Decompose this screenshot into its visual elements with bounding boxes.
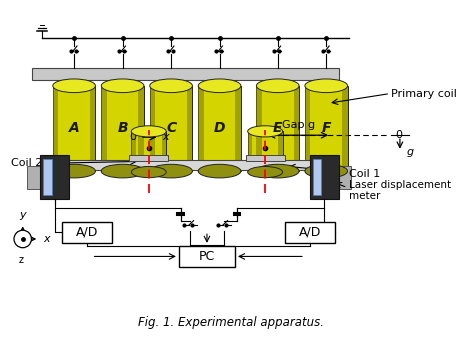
Bar bbox=[131, 131, 166, 172]
Bar bbox=[53, 86, 95, 171]
Ellipse shape bbox=[305, 79, 347, 92]
Bar bbox=[53, 86, 58, 171]
Bar bbox=[305, 86, 310, 171]
Ellipse shape bbox=[101, 79, 144, 92]
Text: E: E bbox=[273, 121, 283, 135]
Text: A: A bbox=[69, 121, 80, 135]
Ellipse shape bbox=[256, 79, 299, 92]
Bar bbox=[293, 86, 299, 171]
Bar bbox=[305, 86, 347, 171]
Ellipse shape bbox=[53, 79, 95, 92]
Ellipse shape bbox=[198, 79, 241, 92]
Text: B: B bbox=[117, 121, 128, 135]
Bar bbox=[248, 131, 252, 172]
Bar bbox=[129, 155, 168, 161]
Circle shape bbox=[14, 230, 31, 248]
Bar bbox=[150, 86, 155, 171]
Text: Coil 1: Coil 1 bbox=[348, 169, 380, 179]
Bar bbox=[62, 222, 112, 243]
Bar bbox=[101, 86, 144, 171]
Bar bbox=[235, 86, 241, 171]
Ellipse shape bbox=[305, 164, 347, 178]
Bar bbox=[90, 86, 95, 171]
Bar bbox=[101, 86, 107, 171]
Text: A/D: A/D bbox=[75, 226, 98, 239]
Text: Gap g: Gap g bbox=[282, 120, 315, 131]
Text: Fig. 1. Experimental apparatus.: Fig. 1. Experimental apparatus. bbox=[138, 316, 324, 329]
Bar bbox=[162, 131, 166, 172]
Bar bbox=[55, 161, 324, 170]
Bar bbox=[198, 86, 204, 171]
Text: 0: 0 bbox=[395, 130, 402, 140]
Text: A/D: A/D bbox=[299, 226, 321, 239]
Bar bbox=[138, 86, 144, 171]
Bar bbox=[198, 86, 241, 171]
Text: F: F bbox=[321, 121, 331, 135]
Ellipse shape bbox=[150, 79, 192, 92]
Bar bbox=[150, 86, 192, 171]
Text: y: y bbox=[19, 210, 26, 220]
Bar bbox=[131, 131, 136, 172]
Bar bbox=[310, 155, 339, 199]
Bar bbox=[27, 166, 40, 188]
Text: z: z bbox=[18, 255, 23, 266]
Bar bbox=[338, 166, 351, 188]
Text: Coil 2: Coil 2 bbox=[11, 158, 43, 168]
Ellipse shape bbox=[131, 126, 166, 137]
Bar bbox=[179, 246, 235, 267]
Text: D: D bbox=[214, 121, 225, 135]
Text: Primary coil: Primary coil bbox=[391, 89, 457, 98]
Bar bbox=[313, 158, 321, 195]
Ellipse shape bbox=[248, 166, 283, 178]
Ellipse shape bbox=[198, 164, 241, 178]
Bar bbox=[278, 131, 283, 172]
Ellipse shape bbox=[131, 166, 166, 178]
Ellipse shape bbox=[256, 164, 299, 178]
Ellipse shape bbox=[53, 164, 95, 178]
Bar bbox=[40, 155, 69, 199]
Bar bbox=[248, 131, 283, 172]
Text: x: x bbox=[163, 132, 169, 142]
Text: g: g bbox=[407, 147, 414, 157]
Bar bbox=[256, 86, 299, 171]
Bar bbox=[284, 222, 335, 243]
Text: PC: PC bbox=[199, 250, 215, 263]
Bar bbox=[246, 155, 284, 161]
Bar bbox=[256, 86, 262, 171]
Bar bbox=[187, 86, 192, 171]
Ellipse shape bbox=[248, 126, 283, 137]
Text: 0: 0 bbox=[129, 132, 136, 142]
Text: Laser displacement
meter: Laser displacement meter bbox=[348, 180, 451, 201]
Ellipse shape bbox=[150, 164, 192, 178]
Bar bbox=[342, 86, 347, 171]
Text: C: C bbox=[166, 121, 176, 135]
Ellipse shape bbox=[101, 164, 144, 178]
Text: x: x bbox=[43, 234, 50, 244]
Bar bbox=[32, 68, 339, 80]
Bar bbox=[43, 158, 52, 195]
